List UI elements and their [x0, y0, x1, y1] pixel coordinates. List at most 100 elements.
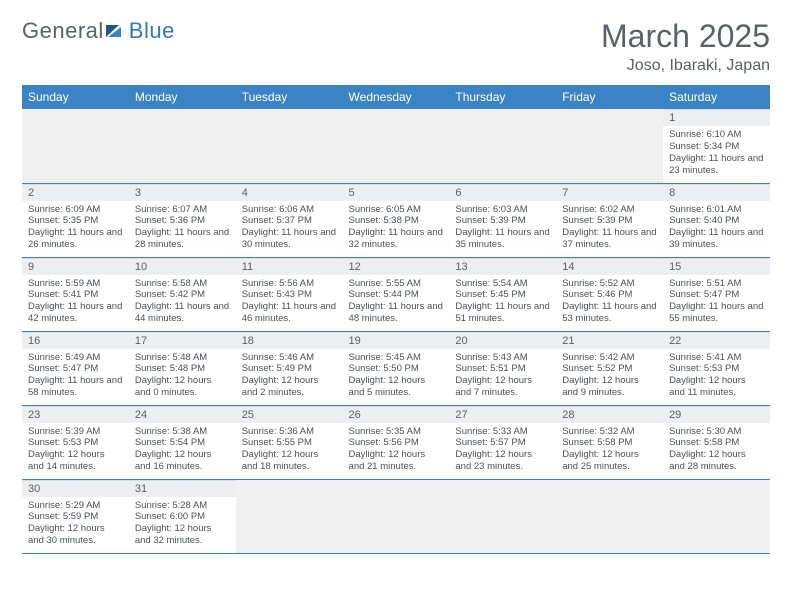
- daylight-text: Daylight: 11 hours and 48 minutes.: [349, 301, 444, 325]
- day-info: Sunrise: 5:51 AMSunset: 5:47 PMDaylight:…: [663, 275, 770, 330]
- sunset-text: Sunset: 5:37 PM: [242, 215, 337, 227]
- sunrise-text: Sunrise: 6:09 AM: [28, 204, 123, 216]
- day-info: Sunrise: 6:07 AMSunset: 5:36 PMDaylight:…: [129, 201, 236, 256]
- day-info: Sunrise: 6:10 AMSunset: 5:34 PMDaylight:…: [663, 126, 770, 181]
- daylight-text: Daylight: 12 hours and 23 minutes.: [455, 449, 550, 473]
- daylight-text: Daylight: 11 hours and 32 minutes.: [349, 227, 444, 251]
- sunrise-text: Sunrise: 5:32 AM: [562, 426, 657, 438]
- weekday-header: Thursday: [449, 85, 556, 109]
- sunrise-text: Sunrise: 5:51 AM: [669, 278, 764, 290]
- sunset-text: Sunset: 5:45 PM: [455, 289, 550, 301]
- daylight-text: Daylight: 11 hours and 42 minutes.: [28, 301, 123, 325]
- calendar-cell: 16Sunrise: 5:49 AMSunset: 5:47 PMDayligh…: [22, 331, 129, 405]
- sunrise-text: Sunrise: 6:03 AM: [455, 204, 550, 216]
- day-number: 13: [449, 258, 556, 275]
- sunrise-text: Sunrise: 5:43 AM: [455, 352, 550, 364]
- day-info: Sunrise: 5:48 AMSunset: 5:48 PMDaylight:…: [129, 349, 236, 404]
- daylight-text: Daylight: 11 hours and 23 minutes.: [669, 153, 764, 177]
- day-info: Sunrise: 5:49 AMSunset: 5:47 PMDaylight:…: [22, 349, 129, 404]
- day-number: 6: [449, 184, 556, 201]
- day-info: Sunrise: 5:28 AMSunset: 6:00 PMDaylight:…: [129, 497, 236, 552]
- sunset-text: Sunset: 5:44 PM: [349, 289, 444, 301]
- calendar-cell: [22, 109, 129, 183]
- calendar-cell: [449, 109, 556, 183]
- sunrise-text: Sunrise: 5:29 AM: [28, 500, 123, 512]
- daylight-text: Daylight: 11 hours and 46 minutes.: [242, 301, 337, 325]
- sunset-text: Sunset: 5:34 PM: [669, 141, 764, 153]
- sunset-text: Sunset: 5:56 PM: [349, 437, 444, 449]
- day-info: Sunrise: 5:36 AMSunset: 5:55 PMDaylight:…: [236, 423, 343, 478]
- sunrise-text: Sunrise: 5:35 AM: [349, 426, 444, 438]
- day-number: 24: [129, 406, 236, 423]
- sunrise-text: Sunrise: 5:33 AM: [455, 426, 550, 438]
- calendar-cell: 29Sunrise: 5:30 AMSunset: 5:58 PMDayligh…: [663, 405, 770, 479]
- day-number: 1: [663, 109, 770, 126]
- title-block: March 2025 Joso, Ibaraki, Japan: [601, 18, 770, 75]
- day-number: 25: [236, 406, 343, 423]
- sunrise-text: Sunrise: 5:36 AM: [242, 426, 337, 438]
- sunset-text: Sunset: 5:42 PM: [135, 289, 230, 301]
- day-number: 15: [663, 258, 770, 275]
- sunset-text: Sunset: 6:00 PM: [135, 511, 230, 523]
- day-number: 27: [449, 406, 556, 423]
- day-info: Sunrise: 6:09 AMSunset: 5:35 PMDaylight:…: [22, 201, 129, 256]
- day-info: Sunrise: 5:32 AMSunset: 5:58 PMDaylight:…: [556, 423, 663, 478]
- calendar-cell: [343, 479, 450, 553]
- weekday-header: Wednesday: [343, 85, 450, 109]
- sunset-text: Sunset: 5:51 PM: [455, 363, 550, 375]
- daylight-text: Daylight: 11 hours and 55 minutes.: [669, 301, 764, 325]
- sunset-text: Sunset: 5:36 PM: [135, 215, 230, 227]
- sunrise-text: Sunrise: 6:10 AM: [669, 129, 764, 141]
- daylight-text: Daylight: 11 hours and 35 minutes.: [455, 227, 550, 251]
- calendar-cell: 27Sunrise: 5:33 AMSunset: 5:57 PMDayligh…: [449, 405, 556, 479]
- day-info: Sunrise: 6:05 AMSunset: 5:38 PMDaylight:…: [343, 201, 450, 256]
- sunset-text: Sunset: 5:58 PM: [669, 437, 764, 449]
- sunset-text: Sunset: 5:35 PM: [28, 215, 123, 227]
- sunrise-text: Sunrise: 5:30 AM: [669, 426, 764, 438]
- calendar-cell: [556, 479, 663, 553]
- sunrise-text: Sunrise: 5:28 AM: [135, 500, 230, 512]
- daylight-text: Daylight: 12 hours and 5 minutes.: [349, 375, 444, 399]
- calendar-cell: 17Sunrise: 5:48 AMSunset: 5:48 PMDayligh…: [129, 331, 236, 405]
- day-info: Sunrise: 5:58 AMSunset: 5:42 PMDaylight:…: [129, 275, 236, 330]
- sunrise-text: Sunrise: 6:01 AM: [669, 204, 764, 216]
- day-number: 26: [343, 406, 450, 423]
- calendar-cell: 1Sunrise: 6:10 AMSunset: 5:34 PMDaylight…: [663, 109, 770, 183]
- day-number: 14: [556, 258, 663, 275]
- day-info: Sunrise: 6:06 AMSunset: 5:37 PMDaylight:…: [236, 201, 343, 256]
- day-number: 8: [663, 184, 770, 201]
- sunset-text: Sunset: 5:39 PM: [562, 215, 657, 227]
- calendar-cell: 18Sunrise: 5:46 AMSunset: 5:49 PMDayligh…: [236, 331, 343, 405]
- day-info: Sunrise: 5:35 AMSunset: 5:56 PMDaylight:…: [343, 423, 450, 478]
- sunrise-text: Sunrise: 5:59 AM: [28, 278, 123, 290]
- day-number: 18: [236, 332, 343, 349]
- day-info: Sunrise: 5:42 AMSunset: 5:52 PMDaylight:…: [556, 349, 663, 404]
- sunset-text: Sunset: 5:43 PM: [242, 289, 337, 301]
- daylight-text: Daylight: 12 hours and 14 minutes.: [28, 449, 123, 473]
- day-info: Sunrise: 5:45 AMSunset: 5:50 PMDaylight:…: [343, 349, 450, 404]
- day-info: Sunrise: 5:54 AMSunset: 5:45 PMDaylight:…: [449, 275, 556, 330]
- logo-flag-icon: [105, 23, 125, 39]
- day-number: 28: [556, 406, 663, 423]
- calendar-cell: [236, 479, 343, 553]
- calendar-cell: 30Sunrise: 5:29 AMSunset: 5:59 PMDayligh…: [22, 479, 129, 553]
- sunset-text: Sunset: 5:46 PM: [562, 289, 657, 301]
- day-number: 3: [129, 184, 236, 201]
- day-info: Sunrise: 5:33 AMSunset: 5:57 PMDaylight:…: [449, 423, 556, 478]
- sunrise-text: Sunrise: 5:38 AM: [135, 426, 230, 438]
- calendar-cell: 26Sunrise: 5:35 AMSunset: 5:56 PMDayligh…: [343, 405, 450, 479]
- day-number: 7: [556, 184, 663, 201]
- weekday-header: Saturday: [663, 85, 770, 109]
- daylight-text: Daylight: 12 hours and 0 minutes.: [135, 375, 230, 399]
- sunrise-text: Sunrise: 5:48 AM: [135, 352, 230, 364]
- sunrise-text: Sunrise: 5:39 AM: [28, 426, 123, 438]
- calendar-cell: 28Sunrise: 5:32 AMSunset: 5:58 PMDayligh…: [556, 405, 663, 479]
- day-number: 16: [22, 332, 129, 349]
- day-number: 10: [129, 258, 236, 275]
- calendar-cell: 10Sunrise: 5:58 AMSunset: 5:42 PMDayligh…: [129, 257, 236, 331]
- daylight-text: Daylight: 11 hours and 37 minutes.: [562, 227, 657, 251]
- day-info: Sunrise: 5:56 AMSunset: 5:43 PMDaylight:…: [236, 275, 343, 330]
- sunset-text: Sunset: 5:50 PM: [349, 363, 444, 375]
- sunrise-text: Sunrise: 6:02 AM: [562, 204, 657, 216]
- day-info: Sunrise: 6:03 AMSunset: 5:39 PMDaylight:…: [449, 201, 556, 256]
